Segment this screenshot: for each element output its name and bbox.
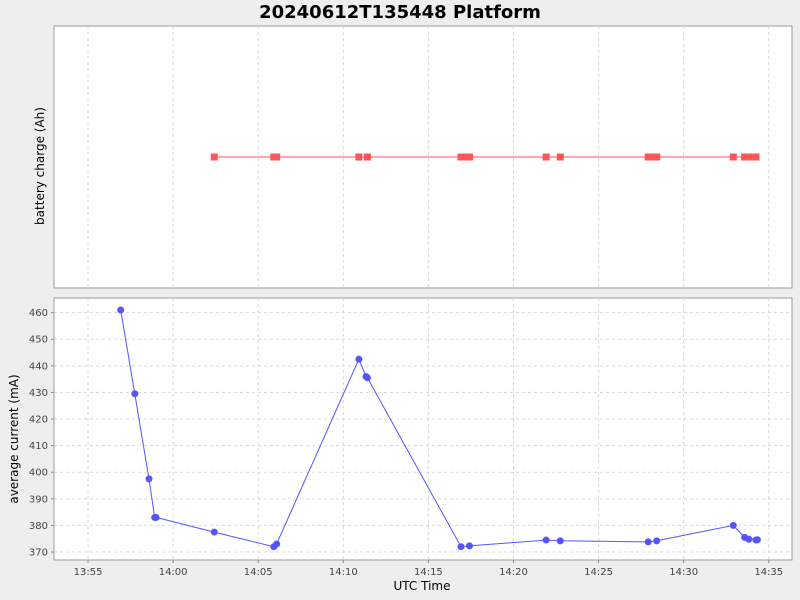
data-point [653,153,661,161]
bottom-y-tick-label: 460 [29,308,48,319]
x-tick-label: 13:55 [74,567,103,578]
data-point [466,153,474,161]
data-point [644,538,652,546]
data-point [152,513,160,521]
top-panel [53,25,793,289]
data-point [556,153,564,161]
data-point [363,153,371,161]
data-point [466,542,474,550]
data-point [741,153,749,161]
data-point [117,306,125,314]
data-point [273,153,281,161]
x-tick-label: 14:00 [159,567,188,578]
bottom-y-tick-label: 450 [29,335,48,346]
data-point [647,153,655,161]
data-point [542,153,550,161]
x-axis-label: UTC Time [394,579,451,593]
bottom-y-tick-label: 440 [29,361,48,372]
data-point [729,153,737,161]
data-point [752,153,760,161]
data-point [131,390,139,398]
x-tick-label: 14:35 [754,567,783,578]
data-point [145,475,153,483]
x-tick-label: 14:25 [584,567,613,578]
top-y-axis-label: battery charge (Ah) [33,107,47,225]
data-point [745,535,753,543]
x-tick-label: 14:05 [244,567,273,578]
bottom-y-tick-label: 420 [29,415,48,426]
bottom-y-tick-label: 390 [29,494,48,505]
bottom-y-tick-label: 430 [29,388,48,399]
data-point [363,374,371,382]
x-tick-label: 14:15 [414,567,443,578]
data-point [355,153,363,161]
x-tick-label: 14:20 [499,567,528,578]
data-point [653,537,661,545]
x-tick-label: 14:30 [669,567,698,578]
chart-title: 20240612T135448 Platform [259,2,541,23]
bottom-plot-area [53,297,793,561]
data-point [273,540,281,548]
bottom-y-tick-label: 370 [29,548,48,559]
data-point [753,536,761,544]
bottom-y-tick-label: 410 [29,441,48,452]
data-point [355,355,363,363]
bottom-y-tick-label: 380 [29,521,48,532]
data-point [745,153,753,161]
data-point [210,153,218,161]
data-point [556,537,564,545]
x-tick-label: 14:10 [329,567,358,578]
bottom-panel: 370 380 390 400 410 420 430 440 450 460 13:55 14:00… [29,297,793,578]
bottom-y-axis-label: average current (mA) [7,374,21,503]
data-point [457,543,465,551]
data-point [210,528,218,536]
bottom-y-tick-label: 400 [29,468,48,479]
data-point [729,521,737,529]
data-point [542,536,550,544]
data-point [460,153,468,161]
